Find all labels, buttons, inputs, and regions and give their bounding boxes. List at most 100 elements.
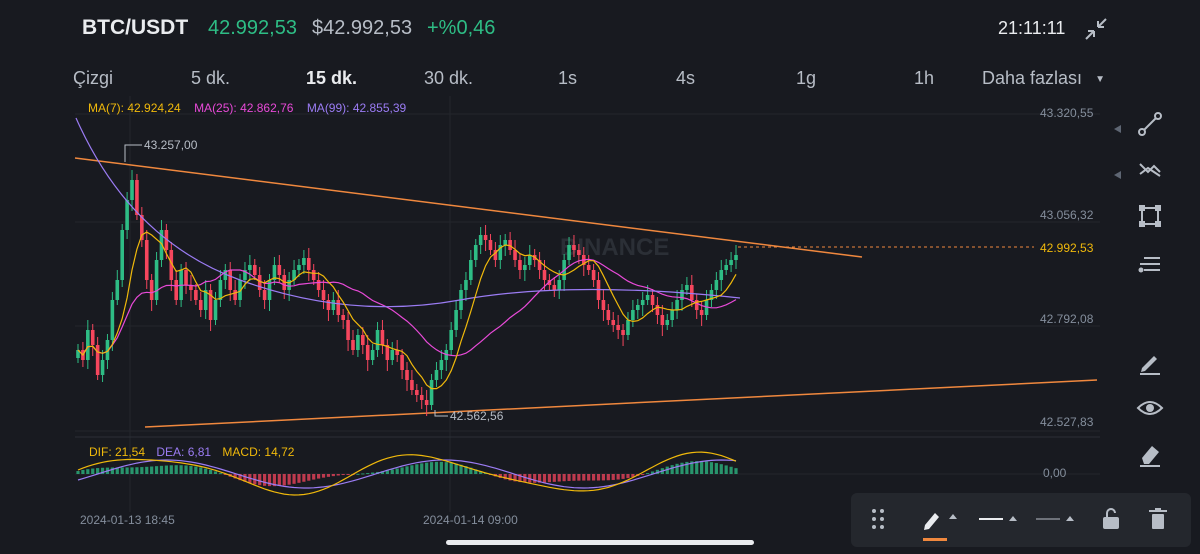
macd-bar — [385, 470, 389, 474]
macd-bar — [562, 474, 566, 482]
tab-more[interactable]: Daha fazlası ▼ — [982, 68, 1105, 89]
macd-bar — [714, 463, 718, 474]
macd-bar — [572, 474, 576, 481]
candle-body — [395, 350, 399, 355]
candle-body — [734, 255, 738, 260]
macd-bar — [366, 473, 370, 475]
trendline-upper — [74, 157, 863, 258]
macd-bar — [631, 474, 635, 478]
candle-body — [523, 265, 527, 270]
macd-bar — [513, 474, 517, 482]
macd-bar — [287, 474, 291, 485]
candle-body — [680, 290, 684, 300]
candle-body — [454, 310, 458, 330]
candle-body — [243, 270, 247, 280]
candle-body — [311, 270, 316, 280]
macd-bar — [695, 461, 699, 474]
collapse-icon[interactable] — [1083, 16, 1109, 42]
macd-bar — [96, 468, 100, 474]
candle-body — [346, 320, 350, 340]
tab-15m[interactable]: 15 dk. — [306, 68, 358, 88]
macd-bar — [292, 474, 296, 484]
tab-4h[interactable]: 4s — [676, 68, 696, 88]
candle-body — [675, 300, 679, 310]
price-change: +%0,46 — [427, 17, 496, 39]
eye-icon[interactable] — [1136, 394, 1164, 422]
macd-bar — [439, 461, 443, 474]
candle-body — [434, 370, 439, 380]
macd-bar — [184, 465, 188, 474]
tab-line[interactable]: Çizgi — [73, 68, 114, 88]
macd-bar — [361, 473, 365, 475]
drawing-tools-sidebar — [1110, 96, 1200, 476]
macd-bar — [704, 461, 709, 474]
multi-line-icon[interactable] — [1136, 156, 1164, 184]
line-dash-icon[interactable] — [1034, 505, 1080, 533]
candle-body — [390, 350, 395, 360]
line-style-icon[interactable] — [977, 505, 1023, 533]
tab-5m[interactable]: 5 dk. — [191, 68, 231, 88]
candle-body — [326, 300, 331, 310]
candle-body — [248, 265, 252, 270]
macd-bar — [469, 467, 473, 474]
clock: 21:11:11 — [998, 18, 1066, 38]
candle-body — [194, 290, 198, 300]
usd-price: $42.992,53 — [312, 17, 413, 39]
eraser-icon[interactable] — [1136, 440, 1164, 468]
macd-bar — [145, 466, 149, 474]
tab-1d[interactable]: 1g — [796, 68, 817, 88]
macd-bar — [410, 465, 414, 474]
macd-bar — [307, 474, 311, 481]
drawing-toolbar — [851, 493, 1191, 547]
macd-bar — [110, 467, 114, 474]
candle-body — [302, 258, 306, 265]
macd-bar — [709, 462, 714, 474]
candle-body — [650, 295, 655, 305]
candle-body — [400, 355, 404, 370]
candle-body — [616, 325, 620, 330]
candlestick-chart[interactable]: BINANCE 43.320,55 43.056,32 42.792,08 42.52… — [0, 96, 1110, 536]
candle-body — [473, 245, 478, 260]
macd-bar — [415, 464, 419, 474]
macd-bar — [719, 464, 723, 474]
macd-bar — [115, 467, 119, 474]
candle-body — [690, 285, 694, 300]
macd-bar — [449, 462, 453, 474]
candle-body — [76, 350, 80, 358]
tab-1h[interactable]: 1s — [558, 68, 578, 88]
macd-bar — [336, 474, 340, 476]
macd-bar — [238, 474, 242, 481]
trash-icon[interactable] — [1146, 505, 1170, 533]
ma99-value: MA(99): 42.855,39 — [306, 101, 407, 115]
caret-left-icon — [1114, 120, 1122, 133]
candle-body — [361, 335, 365, 345]
drag-handle-icon[interactable] — [869, 505, 889, 533]
macd-bar — [420, 463, 424, 474]
trend-line-icon[interactable] — [1136, 110, 1164, 138]
macd-bar — [587, 474, 591, 481]
pair-name[interactable]: BTC/USDT — [82, 16, 189, 39]
candle-body — [203, 290, 208, 310]
dea-line — [77, 459, 737, 489]
macd-bar — [533, 474, 537, 483]
macd-bar — [262, 474, 267, 486]
candle-body — [198, 300, 203, 310]
macd-bar — [641, 474, 645, 475]
tab-1w[interactable]: 1h — [914, 68, 935, 88]
macd-bar — [120, 467, 124, 474]
candle-body — [272, 265, 277, 280]
fib-icon[interactable] — [1136, 250, 1164, 278]
macd-bar — [621, 474, 625, 479]
macd-bar — [204, 468, 208, 474]
edit-icon[interactable] — [1136, 348, 1164, 376]
rectangle-icon[interactable] — [1136, 202, 1164, 230]
pencil-icon[interactable] — [921, 505, 965, 541]
tab-30m[interactable]: 30 dk. — [424, 68, 474, 88]
macd-bar — [646, 473, 650, 475]
lock-icon[interactable] — [1099, 505, 1123, 533]
candle-body — [513, 250, 517, 260]
macd-bar — [317, 474, 321, 479]
macd-bar — [459, 464, 463, 474]
macd-bar — [479, 471, 483, 474]
watermark-text: BINANCE — [560, 234, 669, 261]
